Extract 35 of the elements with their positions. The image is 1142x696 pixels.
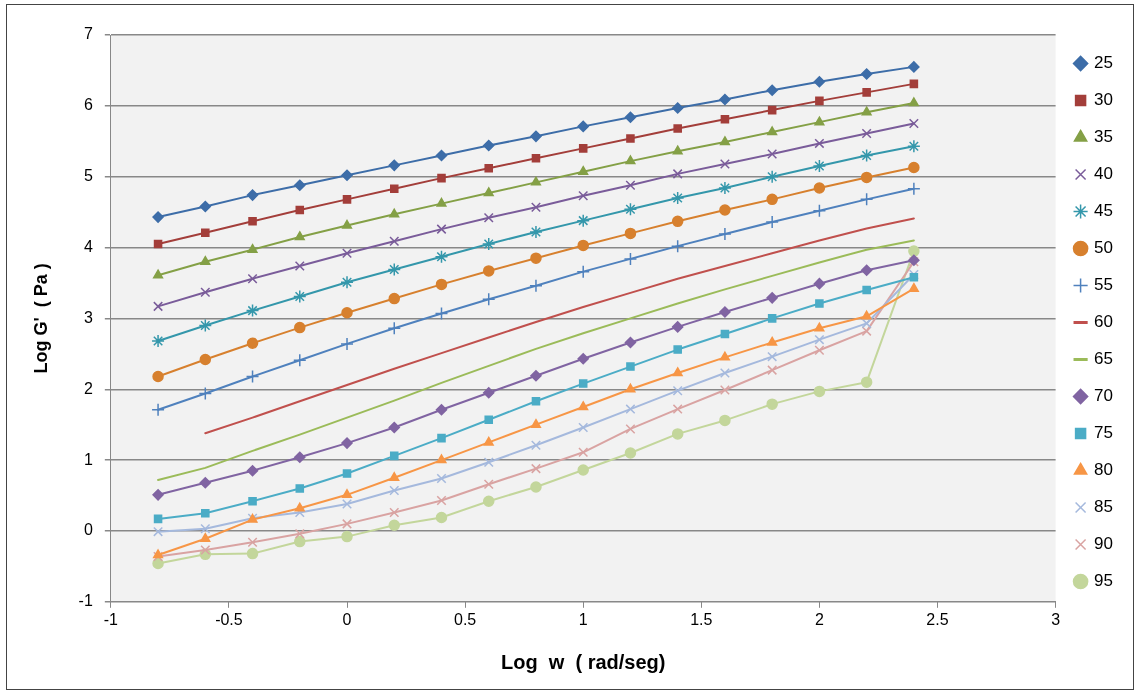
x-tick-label: -0.5 — [215, 610, 243, 628]
y-tick-label: 5 — [83, 167, 93, 185]
legend-label: 50 — [1094, 238, 1114, 258]
x-tick-label: 1.5 — [690, 610, 713, 628]
legend-label: 95 — [1094, 571, 1114, 591]
y-tick-label: 6 — [83, 96, 93, 114]
y-tick-label: 7 — [83, 25, 93, 43]
legend-label: 40 — [1094, 164, 1114, 184]
y-tick-label: -1 — [78, 592, 93, 610]
y-tick-label: 4 — [83, 237, 93, 255]
y-tick-label: 3 — [83, 308, 93, 326]
legend-label: 35 — [1094, 127, 1114, 147]
x-axis-title: Log w ( rad/seg) — [500, 650, 666, 673]
legend-label: 65 — [1094, 349, 1114, 369]
legend-label: 25 — [1094, 53, 1114, 73]
legend-label: 75 — [1094, 423, 1114, 443]
y-tick-label: 1 — [83, 450, 93, 468]
legend-label: 60 — [1094, 312, 1114, 332]
x-tick-label: 3 — [1051, 610, 1061, 628]
legend-label: 85 — [1094, 497, 1114, 517]
x-tick-label: 2.5 — [926, 610, 949, 628]
legend-label: 70 — [1094, 386, 1114, 406]
x-tick-label: 0 — [342, 610, 352, 628]
legend-label: 90 — [1094, 534, 1114, 554]
y-tick-label: 2 — [83, 379, 93, 397]
y-axis-title: Log G' ( Pa ) — [30, 263, 51, 374]
y-tick-label: 0 — [83, 521, 93, 539]
legend-label: 55 — [1094, 275, 1114, 295]
x-tick-label: 2 — [814, 610, 824, 628]
legend-label: 45 — [1094, 201, 1114, 221]
legend-label: 30 — [1094, 90, 1114, 110]
legend-label: 80 — [1094, 460, 1114, 480]
x-tick-label: -1 — [103, 610, 119, 628]
x-tick-label: 0.5 — [453, 610, 477, 628]
x-tick-label: 1 — [578, 610, 588, 628]
